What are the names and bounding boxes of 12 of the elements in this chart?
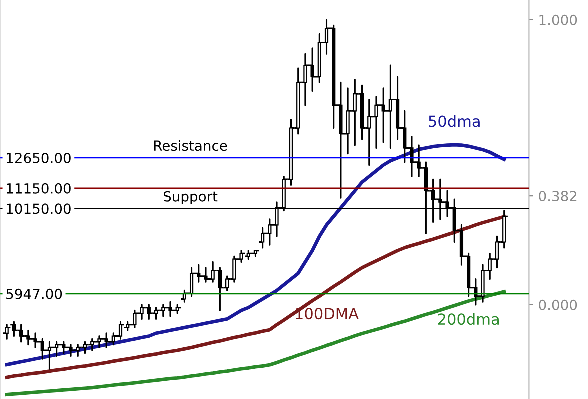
ref-line-label: Support bbox=[164, 191, 218, 205]
series-label: 200dma bbox=[438, 313, 499, 326]
series-label: 50dma bbox=[429, 115, 480, 128]
y2-tick-label: 10150.00 bbox=[7, 204, 71, 214]
ref-line-label: Resistance bbox=[154, 140, 228, 152]
y2-tick-label: 12650.00 bbox=[7, 152, 71, 164]
y2-tick-label: 5947.00 bbox=[6, 288, 62, 300]
y-tick-label: 1.000 bbox=[540, 14, 578, 26]
series-label: 100DMA bbox=[296, 308, 359, 320]
y-tick-label: 0.000 bbox=[539, 300, 578, 310]
y-tick-label: 0.382 bbox=[539, 191, 577, 202]
y2-tick-label: 11150.00 bbox=[7, 183, 71, 194]
